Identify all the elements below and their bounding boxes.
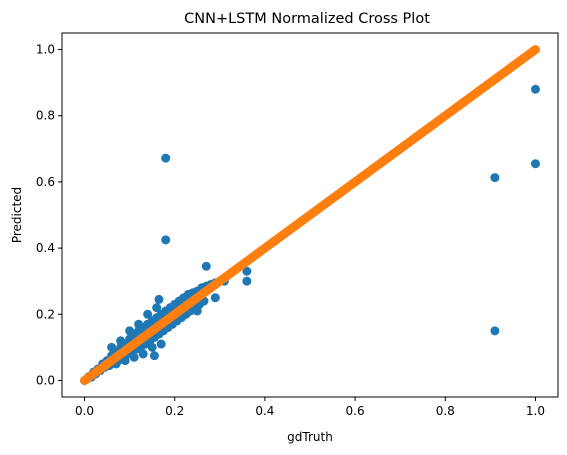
x-axis-label: gdTruth [287,430,333,444]
scatter-point-blue [201,261,211,271]
x-axis-ticks: 0.0 0.2 0.4 0.6 0.8 1.0 [75,397,545,418]
scatter-point-blue [242,266,252,276]
scatter-point-blue [116,336,126,346]
x-tick-label: 0.8 [436,404,455,418]
y-axis-label: Predicted [10,187,24,243]
scatter-point-blue [530,159,540,169]
x-tick-label: 0.2 [165,404,184,418]
plot-area [80,45,540,385]
chart-title: CNN+LSTM Normalized Cross Plot [184,11,430,27]
scatter-point-blue [242,276,252,286]
y-tick-label: 1.0 [36,43,55,57]
scatter-point-blue [143,309,153,319]
scatter-point-blue [120,356,130,366]
scatter-point-blue [125,326,135,336]
scatter-point-blue [156,339,166,349]
scatter-point-blue [192,306,202,316]
x-tick-label: 0.4 [255,404,274,418]
x-tick-label: 1.0 [526,404,545,418]
scatter-point-blue [210,293,220,303]
orange-series [80,45,540,385]
scatter-point-blue [134,319,144,329]
blue-series [80,84,540,385]
scatter-point-blue [161,153,171,163]
x-tick-label: 0.0 [75,404,94,418]
y-tick-label: 0.6 [36,175,55,189]
scatter-point-blue [161,235,171,245]
scatter-point-blue [530,84,540,94]
y-axis-ticks: 0.0 0.2 0.4 0.6 0.8 1.0 [36,43,62,387]
y-tick-label: 0.4 [36,241,55,255]
y-tick-label: 0.8 [36,109,55,123]
scatter-point-blue [138,349,148,359]
plot-frame [61,32,559,398]
scatter-point-blue [490,326,500,336]
scatter-point-blue [107,342,117,352]
scatter-point-blue [147,342,157,352]
scatter-point-blue [129,352,139,362]
scatter-point-blue [490,173,500,183]
scatter-point-orange [530,45,540,55]
y-tick-label: 0.2 [36,307,55,321]
scatter-point-blue [152,303,162,313]
y-tick-label: 0.0 [36,373,55,387]
scatter-point-blue [149,351,159,361]
x-tick-label: 0.6 [346,404,365,418]
scatter-point-blue [154,294,164,304]
